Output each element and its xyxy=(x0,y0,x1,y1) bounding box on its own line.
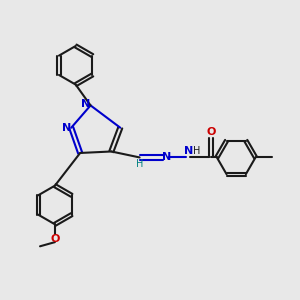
Text: N: N xyxy=(81,99,90,109)
Text: N: N xyxy=(62,123,72,133)
Text: H: H xyxy=(193,146,200,157)
Text: O: O xyxy=(206,127,216,137)
Text: H: H xyxy=(136,159,143,169)
Text: N: N xyxy=(184,146,193,157)
Text: O: O xyxy=(50,234,60,244)
Text: N: N xyxy=(162,152,172,162)
